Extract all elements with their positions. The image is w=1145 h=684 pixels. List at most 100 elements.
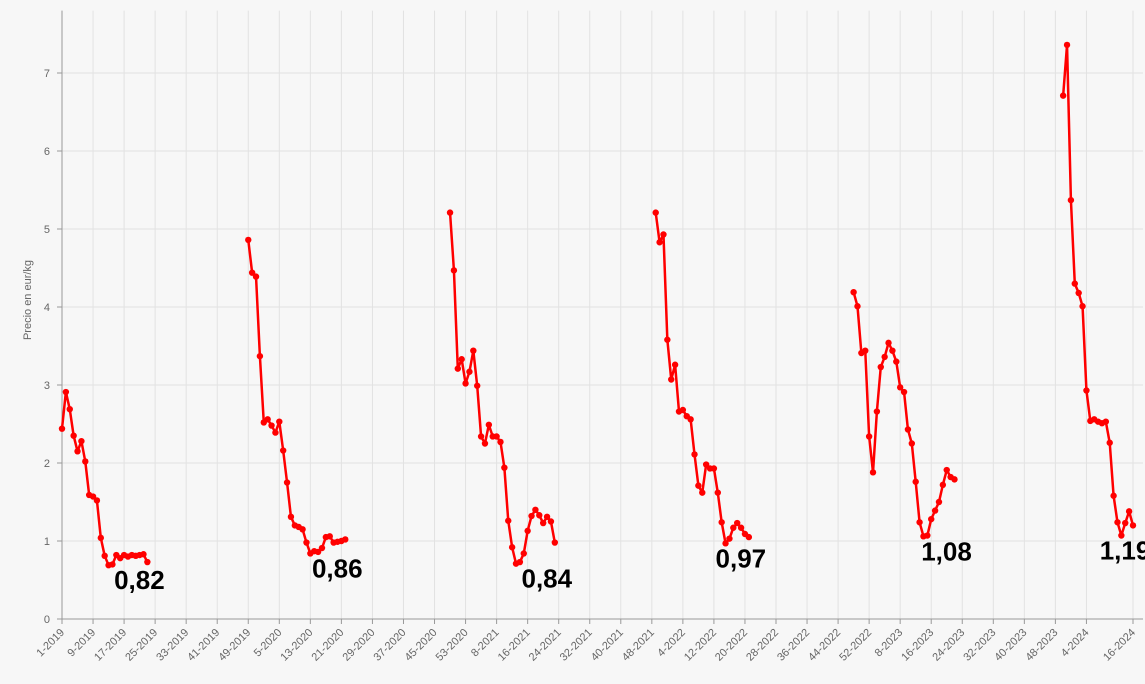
x-tick-label: 32-2021 [558,627,595,664]
point [140,551,147,558]
point [877,363,884,371]
point [702,461,710,468]
point [656,239,663,246]
point [722,540,729,547]
y-tick-label: 4 [44,302,50,314]
point [660,231,667,238]
point [505,517,512,524]
point [70,432,77,439]
point [1059,92,1067,99]
point [889,347,896,354]
price-line [60,43,1135,567]
point [862,347,869,354]
point [276,418,283,425]
x-tick-label: 33-2019 [154,627,191,664]
point [730,524,737,531]
x-tick-label: 53-2020 [434,627,471,664]
point [854,303,861,310]
point [652,209,659,216]
annotation: 0,86 [312,553,363,583]
point [450,267,458,274]
point [520,550,527,557]
point [1122,519,1129,527]
point [1106,439,1113,446]
point [485,421,493,428]
point [916,519,923,526]
point [1102,418,1110,425]
point [318,544,326,552]
point [256,352,264,360]
x-tick-label: 40-2021 [589,627,626,664]
y-tick-label: 1 [44,536,50,548]
point [144,558,151,566]
point [272,429,279,436]
point [82,458,89,465]
x-tick-label: 17-2019 [92,627,129,664]
point [695,482,702,489]
annotation: 1,19 [1100,536,1145,566]
y-tick-label: 2 [44,458,50,470]
point [245,236,252,244]
point [539,519,547,527]
point [928,515,935,523]
x-tick-label: 48-2021 [620,627,657,664]
x-tick-label: 41-2019 [185,627,222,664]
x-tick-label: 16-2021 [496,627,533,664]
x-tick-label: 4-2024 [1059,627,1092,660]
point [873,408,881,415]
annotation: 0,84 [522,564,573,594]
point [1075,289,1082,297]
x-tick-label: 44-2022 [806,627,843,664]
point [912,478,919,485]
point [900,388,908,396]
point [1083,387,1090,394]
point [714,489,721,496]
point [66,405,73,413]
point [326,533,333,540]
point [699,489,706,496]
point [939,481,947,489]
point [477,433,485,440]
x-tick-label: 49-2019 [216,627,253,664]
point [547,518,555,525]
point [865,433,873,440]
point [252,273,260,280]
point [508,544,516,551]
point [733,519,741,527]
y-tick-label: 3 [44,380,50,392]
point [691,451,698,458]
point [493,433,500,440]
point [101,552,108,560]
point [671,361,679,368]
point [1067,196,1075,204]
point [745,533,753,541]
point [904,426,912,433]
x-tick-label: 36-2022 [775,627,812,664]
point [93,497,101,504]
point [1125,508,1133,515]
point [1114,519,1121,526]
point [342,536,349,543]
point [924,532,931,539]
point [687,416,694,423]
annotation: 1,08 [921,536,972,566]
point [89,493,97,500]
annotation: 0,97 [716,543,767,573]
point [710,465,718,472]
point [109,561,116,568]
point [62,388,70,396]
point [1063,41,1071,49]
x-tick-label: 12-2022 [682,627,719,664]
x-tick-label: 24-2021 [527,627,564,664]
point [268,422,275,429]
point [935,498,943,506]
point [303,539,310,546]
point [1110,492,1117,499]
point [1129,522,1137,529]
y-tick-label: 5 [44,224,50,236]
point [668,376,675,383]
x-tick-label: 16-2023 [899,627,936,664]
point [536,512,543,519]
point [869,469,877,476]
